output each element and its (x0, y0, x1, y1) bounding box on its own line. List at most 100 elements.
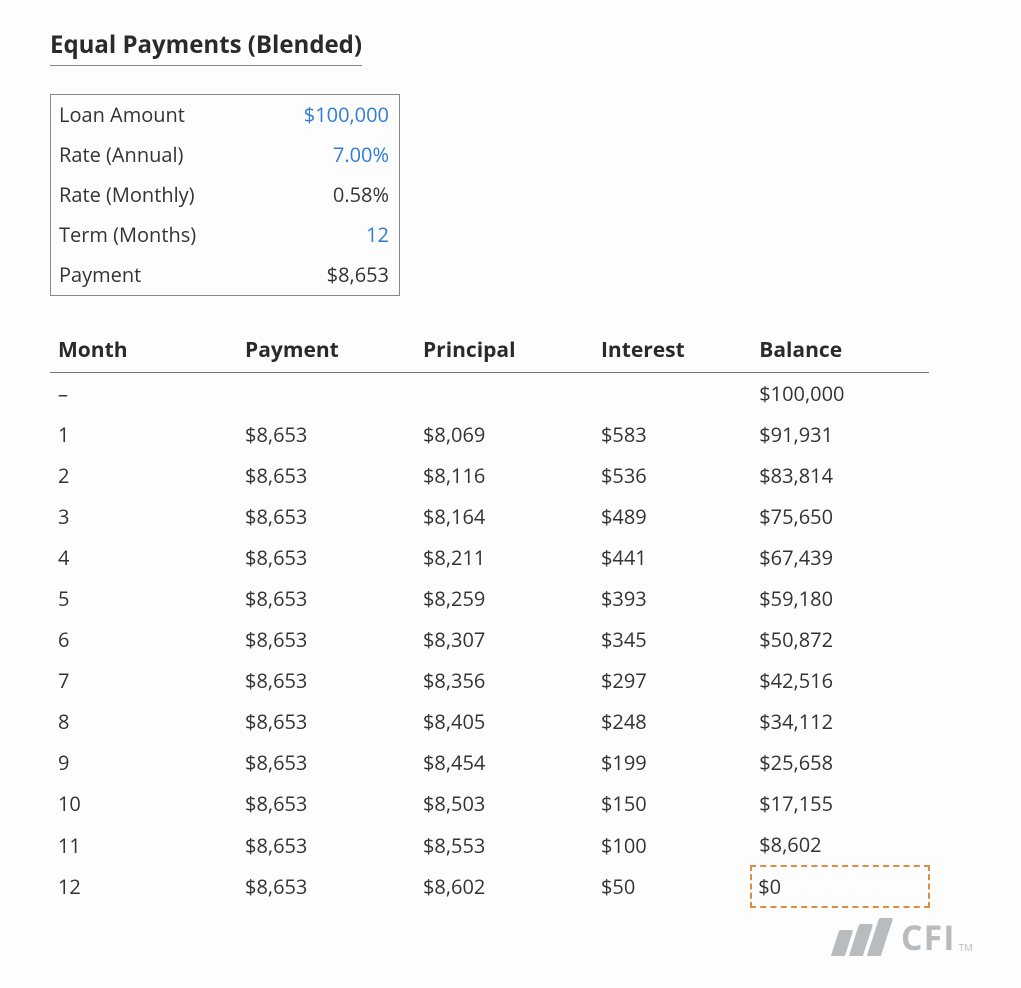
cell-month: 12 (50, 866, 237, 907)
cell-month: 6 (50, 619, 237, 660)
cell-balance: $50,872 (751, 619, 929, 660)
cell-payment: $8,653 (237, 783, 415, 824)
cell-principal: $8,602 (415, 866, 593, 907)
cell-payment: $8,653 (237, 455, 415, 496)
page-container: Equal Payments (Blended) Loan Amount $100… (0, 0, 1021, 988)
summary-label: Payment (59, 259, 141, 291)
table-row: 6$8,653$8,307$345$50,872 (50, 619, 929, 660)
cell-payment: $8,653 (237, 824, 415, 866)
cell-principal: $8,553 (415, 824, 593, 866)
cell-month: – (50, 373, 237, 415)
cell-principal: $8,405 (415, 701, 593, 742)
cell-payment: $8,653 (237, 742, 415, 783)
cell-month: 1 (50, 414, 237, 455)
cell-month: 8 (50, 701, 237, 742)
cell-balance: $0 (751, 866, 929, 907)
cell-principal: $8,211 (415, 537, 593, 578)
summary-value: 12 (366, 219, 389, 251)
cell-month: 10 (50, 783, 237, 824)
summary-value: 7.00% (333, 139, 389, 171)
cell-principal: $8,356 (415, 660, 593, 701)
cell-month: 11 (50, 824, 237, 866)
cell-balance: $25,658 (751, 742, 929, 783)
cell-payment: $8,653 (237, 619, 415, 660)
cell-principal: $8,116 (415, 455, 593, 496)
cell-balance: $100,000 (751, 373, 929, 415)
cell-interest: $393 (593, 578, 751, 619)
cell-interest: $441 (593, 537, 751, 578)
cell-interest (593, 373, 751, 415)
summary-label: Rate (Monthly) (59, 179, 195, 211)
summary-value: $100,000 (304, 99, 389, 131)
cell-principal: $8,164 (415, 496, 593, 537)
cell-interest: $100 (593, 824, 751, 866)
summary-label: Loan Amount (59, 99, 185, 131)
summary-row: Loan Amount $100,000 (51, 95, 399, 135)
logo-bars-icon (831, 918, 897, 956)
cell-month: 3 (50, 496, 237, 537)
logo-text: CFI (901, 914, 956, 960)
cell-balance: $67,439 (751, 537, 929, 578)
cell-interest: $50 (593, 866, 751, 907)
cell-payment: $8,653 (237, 578, 415, 619)
cell-balance: $83,814 (751, 455, 929, 496)
cell-month: 9 (50, 742, 237, 783)
summary-label: Rate (Annual) (59, 139, 183, 171)
summary-value: 0.58% (333, 179, 389, 211)
cell-principal: $8,454 (415, 742, 593, 783)
cell-month: 4 (50, 537, 237, 578)
cell-payment: $8,653 (237, 537, 415, 578)
table-row: 7$8,653$8,356$297$42,516 (50, 660, 929, 701)
summary-row: Rate (Monthly) 0.58% (51, 175, 399, 215)
table-row: 9$8,653$8,454$199$25,658 (50, 742, 929, 783)
column-header: Month (50, 330, 237, 373)
table-row: 12$8,653$8,602$50$0 (50, 866, 929, 907)
cell-interest: $150 (593, 783, 751, 824)
cell-interest: $345 (593, 619, 751, 660)
table-row: 10$8,653$8,503$150$17,155 (50, 783, 929, 824)
cell-month: 2 (50, 455, 237, 496)
cell-interest: $297 (593, 660, 751, 701)
table-row: – $100,000 (50, 373, 929, 415)
cell-principal: $8,503 (415, 783, 593, 824)
cell-payment: $8,653 (237, 414, 415, 455)
cell-balance: $59,180 (751, 578, 929, 619)
cell-payment: $8,653 (237, 660, 415, 701)
loan-summary-box: Loan Amount$100,000Rate (Annual)7.00%Rat… (50, 94, 400, 296)
cell-balance: $42,516 (751, 660, 929, 701)
cell-balance: $8,602 (751, 824, 929, 866)
cell-principal: $8,259 (415, 578, 593, 619)
amortization-schedule-table: MonthPaymentPrincipalInterestBalance – $1… (50, 330, 930, 908)
cell-month: 7 (50, 660, 237, 701)
cell-interest: $199 (593, 742, 751, 783)
cell-payment (237, 373, 415, 415)
column-header: Interest (593, 330, 751, 373)
table-row: 11$8,653$8,553$100$8,602 (50, 824, 929, 866)
cell-balance: $75,650 (751, 496, 929, 537)
cell-month: 5 (50, 578, 237, 619)
table-row: 8$8,653$8,405$248$34,112 (50, 701, 929, 742)
column-header: Payment (237, 330, 415, 373)
table-header-row: MonthPaymentPrincipalInterestBalance (50, 330, 929, 373)
cell-principal: $8,069 (415, 414, 593, 455)
cell-interest: $583 (593, 414, 751, 455)
cell-balance: $34,112 (751, 701, 929, 742)
table-row: 5$8,653$8,259$393$59,180 (50, 578, 929, 619)
cell-balance: $91,931 (751, 414, 929, 455)
table-row: 1$8,653$8,069$583$91,931 (50, 414, 929, 455)
column-header: Principal (415, 330, 593, 373)
cell-interest: $248 (593, 701, 751, 742)
summary-label: Term (Months) (59, 219, 196, 251)
table-row: 2$8,653$8,116$536$83,814 (50, 455, 929, 496)
cell-balance: $17,155 (751, 783, 929, 824)
cell-interest: $536 (593, 455, 751, 496)
table-row: 4$8,653$8,211$441$67,439 (50, 537, 929, 578)
table-row: 3$8,653$8,164$489$75,650 (50, 496, 929, 537)
cell-principal (415, 373, 593, 415)
cell-principal: $8,307 (415, 619, 593, 660)
page-title: Equal Payments (Blended) (50, 28, 362, 66)
summary-row: Rate (Annual) 7.00% (51, 135, 399, 175)
summary-value: $8,653 (327, 259, 389, 291)
summary-row: Term (Months) 12 (51, 215, 399, 255)
column-header: Balance (751, 330, 929, 373)
